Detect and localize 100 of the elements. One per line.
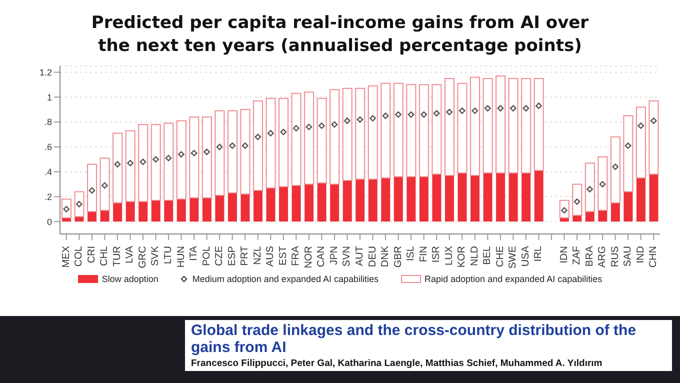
x-tick-label: POL: [201, 246, 212, 266]
x-tick-label: ZAF: [572, 246, 583, 265]
point: [318, 122, 325, 129]
bar: [87, 164, 98, 212]
bar: [585, 212, 594, 222]
bar: [88, 212, 97, 222]
bar: [419, 176, 428, 222]
legend-label: Rapid adoption and expanded AI capabilities: [424, 274, 602, 284]
bar: [214, 110, 225, 196]
x-tick-label: DNK: [380, 246, 392, 268]
bar: [393, 82, 404, 178]
bar: [470, 76, 480, 176]
x-tick-label: AUS: [265, 246, 276, 267]
x-tick-label: SVK: [150, 246, 162, 266]
bar: [623, 115, 634, 192]
x-tick-label: SVN: [342, 246, 353, 267]
point: [229, 142, 236, 149]
x-tick-label: GRC: [137, 246, 148, 268]
bar: [190, 198, 199, 222]
y-tick-label: 1.2: [39, 67, 52, 78]
bar: [470, 176, 480, 222]
bar: [202, 116, 212, 198]
x-tick-label: ARG: [597, 246, 608, 268]
point: [356, 116, 364, 123]
bar: [266, 188, 276, 222]
x-tick-label: FRA: [290, 246, 302, 266]
point: [408, 111, 414, 118]
bar: [444, 176, 454, 222]
point: [599, 181, 606, 188]
bar: [342, 88, 352, 181]
bar: [522, 173, 531, 222]
x-tick-label: ISR: [431, 246, 442, 263]
bar: [278, 98, 289, 188]
bar: [304, 184, 314, 222]
legend-label: Slow adoption: [102, 274, 158, 284]
x-tick-label: JPN: [328, 246, 340, 265]
bar: [330, 89, 340, 185]
chart-title: Predicted per capita real-income gains from AI over the next ten years (annualised percentage points): [90, 12, 590, 58]
bar: [598, 210, 608, 222]
bar: [368, 179, 378, 222]
bar: [266, 98, 276, 188]
point: [204, 148, 210, 156]
x-tick-label: TUR: [112, 246, 123, 267]
bar: [636, 106, 646, 178]
bar: [113, 202, 122, 222]
point: [612, 164, 619, 170]
x-tick-label: CAN: [316, 246, 328, 268]
point: [152, 156, 159, 163]
bar: [432, 174, 442, 222]
bar: [240, 194, 250, 222]
x-tick-label: NOR: [303, 246, 314, 268]
bar: [406, 84, 416, 178]
y-tick-label: 0: [46, 216, 52, 227]
x-tick-label: ESP: [226, 246, 238, 266]
bar: [176, 120, 186, 200]
bar: [138, 124, 148, 202]
x-tick-label: DEU: [367, 246, 378, 268]
point: [472, 108, 478, 114]
bar: [648, 100, 659, 175]
x-tick-label: FIN: [418, 246, 430, 262]
bar: [138, 202, 148, 222]
point: [370, 115, 376, 122]
point: [446, 108, 453, 116]
x-tick-label: COL: [74, 246, 85, 267]
point: [127, 160, 134, 166]
point: [88, 187, 96, 194]
point: [242, 142, 248, 149]
x-tick-label: IND: [635, 246, 646, 264]
x-tick-label: PRT: [240, 246, 251, 266]
x-tick-label: BEL: [482, 246, 494, 265]
point: [458, 108, 466, 114]
x-tick-label: IRL: [533, 246, 544, 262]
x-tick-label: CRI: [86, 246, 98, 264]
bar: [482, 78, 493, 174]
point: [382, 112, 389, 119]
x-tick-label: SWE: [508, 246, 519, 269]
point: [510, 105, 516, 112]
bar: [202, 198, 212, 222]
x-tick-label: USA: [520, 246, 532, 267]
bar: [342, 180, 352, 222]
bar: [584, 162, 595, 212]
bar: [559, 200, 570, 218]
point: [522, 105, 530, 112]
bar: [418, 84, 429, 178]
bar: [252, 100, 263, 191]
bar: [62, 198, 72, 218]
bar: [164, 200, 174, 222]
point: [216, 144, 223, 150]
point: [114, 161, 121, 168]
bar: [380, 82, 391, 178]
x-tick-label: HUN: [176, 246, 187, 268]
bar: [74, 191, 84, 218]
bar: [150, 124, 161, 201]
bar: [317, 182, 326, 222]
bar: [534, 78, 544, 172]
bar: [368, 85, 378, 180]
y-tick-label: .8: [44, 117, 52, 128]
legend-label: Medium adoption and expanded AI capabilities: [192, 274, 379, 284]
bar: [112, 132, 123, 204]
bar: [292, 185, 301, 222]
